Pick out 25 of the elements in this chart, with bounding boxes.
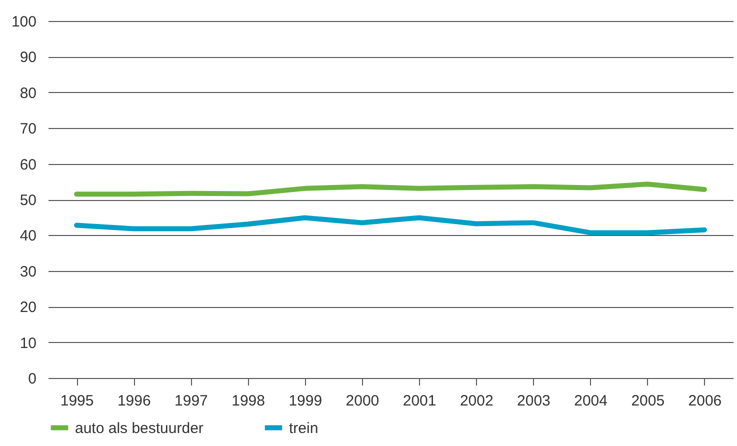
x-tick-label: 2003 [517, 392, 550, 410]
x-tick-label: 1999 [288, 392, 322, 410]
y-tick-label: 70 [20, 120, 36, 138]
x-tick-label: 2001 [402, 392, 436, 410]
x-tick-label: 2004 [574, 392, 608, 410]
y-tick-label: 100 [11, 14, 36, 30]
x-tick-label: 2002 [460, 392, 494, 410]
x-tick-label: 1995 [60, 392, 94, 410]
y-tick-label: 30 [20, 263, 36, 280]
x-tick-label: 2000 [346, 392, 380, 410]
x-tick-label: 2006 [688, 392, 722, 410]
legend-label: auto als bestuurder [75, 420, 204, 437]
x-tick-label: 1996 [117, 392, 151, 410]
y-tick-label: 60 [20, 156, 36, 174]
y-tick-label: 0 [28, 370, 36, 388]
y-tick-label: 10 [20, 334, 36, 352]
y-tick-label: 80 [20, 84, 36, 102]
x-tick-label: 1997 [174, 392, 208, 410]
y-tick-label: 90 [20, 49, 36, 66]
x-tick-label: 2005 [631, 392, 665, 410]
y-tick-label: 40 [20, 228, 36, 245]
legend-label: trein [289, 420, 318, 437]
y-tick-label: 20 [20, 299, 36, 316]
y-tick-label: 50 [20, 192, 36, 209]
x-tick-label: 1998 [232, 392, 265, 410]
